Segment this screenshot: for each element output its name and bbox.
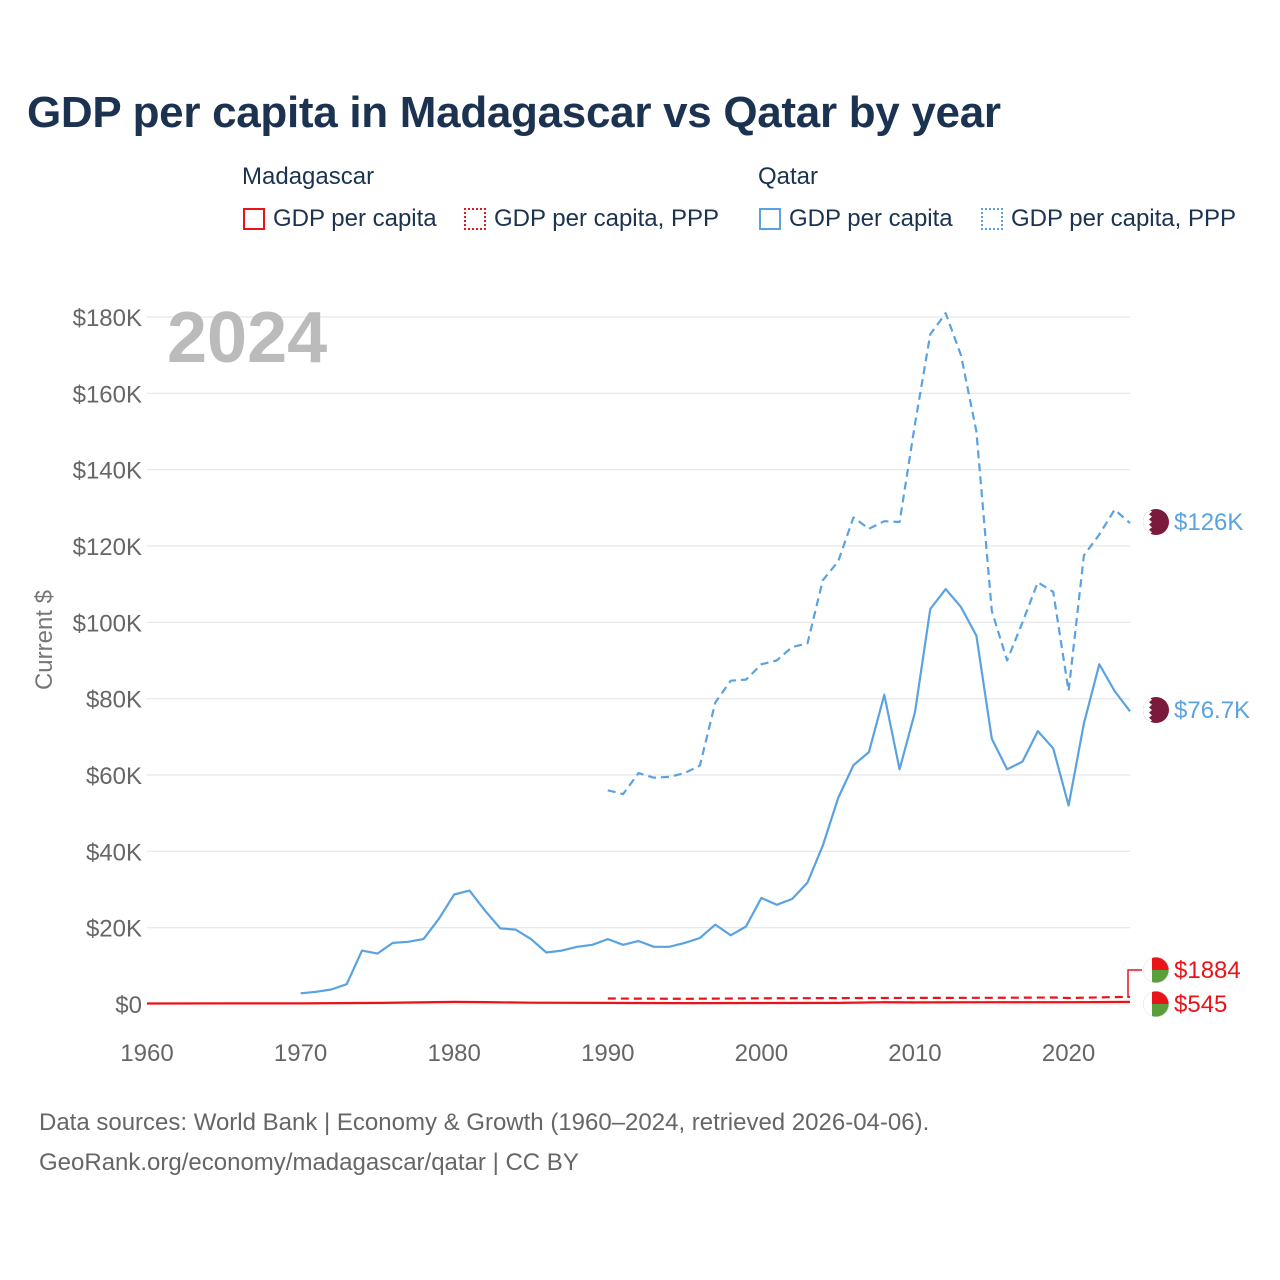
year-watermark: 2024 bbox=[167, 298, 327, 378]
legend-swatch-solid-icon bbox=[243, 208, 265, 230]
x-tick-label: 2020 bbox=[1042, 1040, 1095, 1067]
madagascar-flag-icon bbox=[1143, 957, 1169, 983]
label-connector bbox=[1127, 969, 1142, 998]
y-tick-label: $120K bbox=[73, 534, 142, 561]
x-tick-label: 1980 bbox=[427, 1040, 480, 1067]
y-tick-label: $180K bbox=[73, 305, 142, 332]
series-line-qatar-gdp-per-capita-ppp[interactable] bbox=[607, 312, 1131, 796]
legend-item-qatar-gdp-ppp[interactable]: GDP per capita, PPP bbox=[981, 204, 1236, 234]
legend-item-madagascar-gdp-ppp[interactable]: GDP per capita, PPP bbox=[464, 204, 719, 234]
x-tick-label: 2000 bbox=[735, 1040, 788, 1067]
y-tick-label: $100K bbox=[73, 610, 142, 637]
legend-swatch-solid-icon bbox=[759, 208, 781, 230]
series-line-madagascar-gdp-per-capita-ppp[interactable] bbox=[607, 995, 1131, 1000]
series-line-qatar-gdp-per-capita[interactable] bbox=[300, 588, 1131, 995]
qatar-flag-icon bbox=[1143, 509, 1169, 535]
legend-group-madagascar: Madagascar bbox=[242, 163, 375, 190]
x-tick-label: 1960 bbox=[120, 1040, 173, 1067]
legend-swatch-dotted-icon bbox=[464, 208, 486, 230]
series-line-madagascar-gdp-per-capita[interactable] bbox=[146, 1000, 1131, 1005]
chart-title: GDP per capita in Madagascar vs Qatar by… bbox=[27, 88, 1001, 137]
end-label-madagascar-ppp: $1884 bbox=[1174, 957, 1241, 984]
y-tick-label: $80K bbox=[86, 687, 142, 714]
x-tick-label: 1970 bbox=[274, 1040, 327, 1067]
madagascar-flag-icon bbox=[1143, 991, 1169, 1017]
legend-swatch-dotted-icon bbox=[981, 208, 1003, 230]
legend-group-qatar: Qatar bbox=[758, 163, 819, 190]
qatar-flag-icon bbox=[1143, 697, 1169, 723]
y-tick-label: $60K bbox=[86, 763, 142, 790]
y-tick-label: $160K bbox=[73, 381, 142, 408]
legend-item-qatar-gdp[interactable]: GDP per capita bbox=[759, 204, 953, 234]
legend-label: GDP per capita, PPP bbox=[1011, 205, 1236, 232]
legend-label: GDP per capita bbox=[789, 205, 953, 232]
x-tick-label: 1990 bbox=[581, 1040, 634, 1067]
data-source-note: Data sources: World Bank | Economy & Gro… bbox=[39, 1109, 930, 1136]
legend-label: GDP per capita, PPP bbox=[494, 205, 719, 232]
y-tick-label: $40K bbox=[86, 839, 142, 866]
y-tick-label: $140K bbox=[73, 458, 142, 485]
end-label-qatar-gdp: $76.7K bbox=[1174, 697, 1250, 724]
end-label-madagascar-gdp: $545 bbox=[1174, 991, 1227, 1018]
y-tick-label: $20K bbox=[86, 916, 142, 943]
y-tick-label: $0 bbox=[115, 992, 142, 1019]
attribution[interactable]: GeoRank.org/economy/madagascar/qatar | C… bbox=[39, 1149, 579, 1176]
legend-item-madagascar-gdp[interactable]: GDP per capita bbox=[243, 204, 437, 234]
legend-label: GDP per capita bbox=[273, 205, 437, 232]
end-label-qatar-ppp: $126K bbox=[1174, 509, 1243, 536]
x-tick-label: 2010 bbox=[888, 1040, 941, 1067]
y-axis-label: Current $ bbox=[31, 590, 58, 690]
